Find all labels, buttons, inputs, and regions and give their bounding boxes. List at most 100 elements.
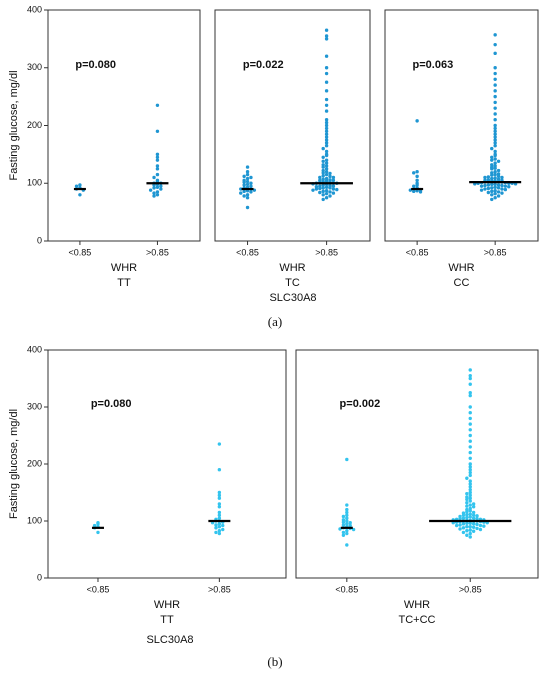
data-point bbox=[468, 496, 472, 500]
data-point bbox=[217, 490, 222, 495]
data-point bbox=[324, 89, 329, 93]
data-point bbox=[418, 190, 423, 194]
data-point bbox=[471, 505, 476, 509]
data-point bbox=[217, 513, 222, 517]
data-point bbox=[217, 528, 222, 533]
data-point bbox=[465, 510, 469, 514]
data-point bbox=[493, 100, 497, 105]
data-point bbox=[465, 476, 469, 480]
data-point bbox=[321, 155, 325, 159]
data-point bbox=[245, 182, 250, 187]
data-point bbox=[493, 123, 497, 128]
data-point bbox=[324, 189, 329, 193]
y-tick-label: 0 bbox=[37, 572, 42, 582]
data-point bbox=[324, 195, 329, 200]
data-point bbox=[217, 516, 222, 520]
data-point bbox=[155, 193, 160, 197]
data-point bbox=[321, 197, 325, 202]
data-point bbox=[331, 184, 336, 188]
data-point bbox=[318, 190, 322, 195]
data-point bbox=[217, 505, 222, 509]
data-point bbox=[96, 530, 100, 535]
data-point bbox=[493, 129, 497, 133]
data-point bbox=[468, 473, 472, 478]
data-point bbox=[345, 528, 349, 533]
data-point bbox=[324, 167, 329, 171]
data-point bbox=[217, 468, 222, 472]
data-point bbox=[454, 523, 459, 528]
data-point bbox=[324, 66, 329, 70]
x-tick-label: <0.85 bbox=[406, 247, 429, 257]
data-point bbox=[314, 187, 319, 191]
data-point bbox=[468, 512, 472, 516]
data-point bbox=[493, 170, 497, 174]
data-point bbox=[478, 523, 483, 528]
data-point bbox=[493, 118, 497, 122]
data-point bbox=[324, 149, 329, 154]
annotation: p=0.002 bbox=[340, 398, 381, 410]
data-point bbox=[217, 510, 222, 515]
data-point bbox=[324, 28, 329, 32]
data-point bbox=[345, 522, 349, 526]
data-point bbox=[468, 490, 472, 495]
data-point bbox=[341, 530, 346, 535]
data-point bbox=[468, 503, 472, 507]
data-point bbox=[490, 193, 494, 197]
data-point bbox=[345, 503, 349, 507]
data-point bbox=[415, 178, 419, 183]
x-axis-title: WHR bbox=[279, 262, 305, 274]
data-point bbox=[324, 141, 329, 145]
data-point bbox=[468, 482, 472, 486]
data-point bbox=[155, 190, 160, 194]
data-point bbox=[245, 165, 250, 169]
data-point bbox=[493, 112, 497, 116]
data-point bbox=[159, 184, 163, 188]
data-point bbox=[493, 42, 497, 47]
data-point bbox=[468, 439, 472, 443]
y-tick-label: 400 bbox=[27, 344, 42, 354]
data-point bbox=[217, 496, 222, 500]
data-point bbox=[500, 191, 504, 195]
data-point bbox=[471, 502, 476, 506]
data-point bbox=[468, 525, 472, 529]
x-tick-label: >0.85 bbox=[484, 247, 507, 257]
panel-frame bbox=[47, 349, 287, 579]
x-tick-label: >0.85 bbox=[459, 584, 482, 594]
caption: (b) bbox=[267, 654, 282, 669]
data-point bbox=[245, 179, 250, 184]
x-tick-label: <0.85 bbox=[335, 584, 358, 594]
data-point bbox=[341, 514, 346, 519]
data-point bbox=[468, 433, 472, 438]
data-point bbox=[324, 118, 329, 122]
group-label: SLC30A8 bbox=[269, 292, 316, 304]
data-point bbox=[465, 521, 469, 525]
data-point bbox=[471, 525, 476, 529]
data-point bbox=[465, 515, 469, 520]
y-tick-label: 300 bbox=[27, 401, 42, 411]
data-point bbox=[321, 189, 325, 194]
data-point bbox=[461, 516, 466, 520]
x-tick-label: <0.85 bbox=[69, 247, 92, 257]
data-point bbox=[249, 190, 253, 194]
data-point bbox=[486, 175, 491, 179]
data-point bbox=[242, 180, 246, 184]
data-point bbox=[468, 515, 472, 519]
data-point bbox=[490, 146, 494, 151]
data-point bbox=[245, 176, 250, 181]
data-point bbox=[493, 132, 497, 136]
data-point bbox=[465, 497, 469, 502]
data-point bbox=[468, 422, 472, 426]
data-point bbox=[335, 187, 339, 192]
data-point bbox=[483, 187, 487, 191]
data-point bbox=[324, 172, 329, 177]
x-axis-title: WHR bbox=[404, 599, 430, 611]
data-point bbox=[493, 77, 497, 82]
data-point bbox=[500, 175, 504, 180]
caption: (a) bbox=[268, 314, 282, 329]
data-point bbox=[468, 499, 472, 503]
data-point bbox=[503, 187, 508, 192]
data-point bbox=[483, 175, 487, 180]
data-point bbox=[328, 190, 332, 194]
y-tick-label: 200 bbox=[27, 120, 42, 130]
data-point bbox=[465, 504, 469, 508]
